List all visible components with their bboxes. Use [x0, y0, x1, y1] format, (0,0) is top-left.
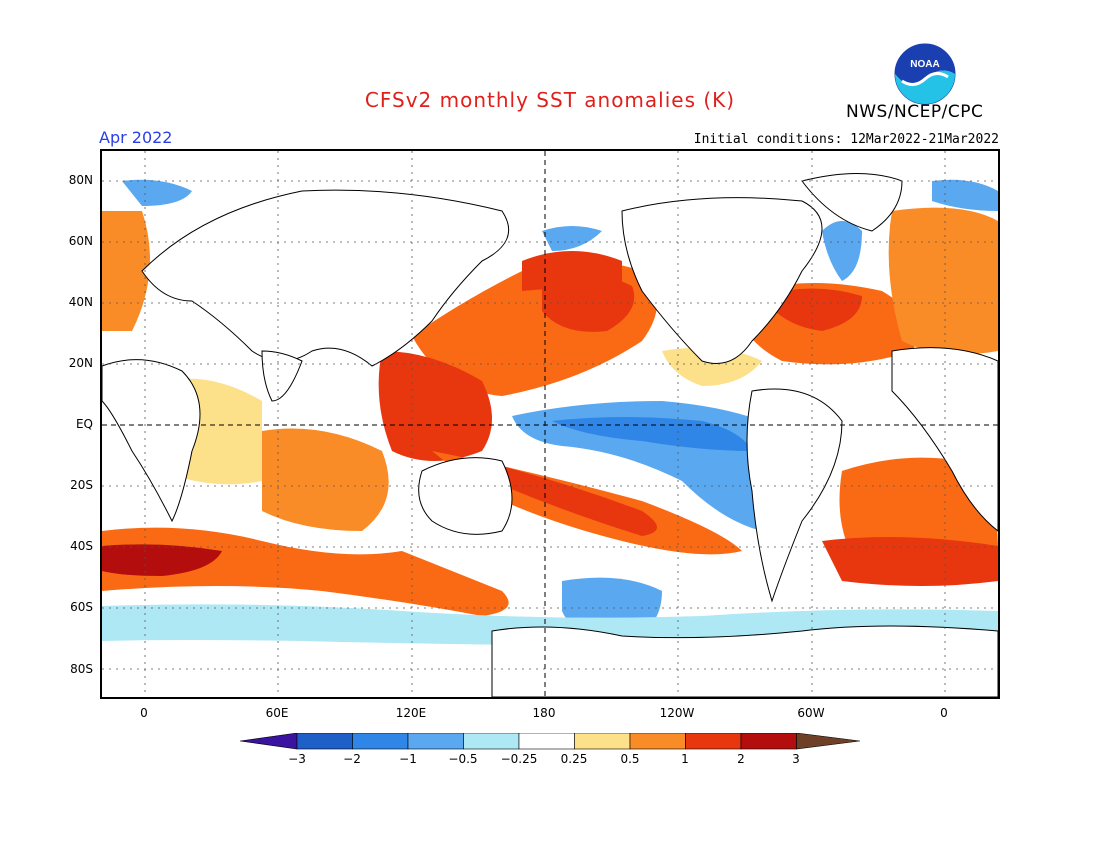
- warm-pool: [378, 351, 492, 461]
- sst-anomaly-map: [100, 149, 1000, 699]
- colorbar-segment-above: [796, 733, 861, 750]
- warm-so-core-west: [102, 544, 222, 576]
- africa-west: [102, 359, 201, 523]
- lat-label-60n: 60N: [68, 234, 93, 248]
- colorbar-segment: [296, 733, 353, 750]
- logo-text: NOAA: [910, 59, 939, 70]
- month-label: Apr 2022: [99, 128, 173, 147]
- cool-labrador: [822, 221, 862, 281]
- anomaly-layer: [102, 179, 998, 646]
- india: [261, 350, 303, 402]
- warm-satl-core: [822, 537, 998, 586]
- colorbar-segment: [518, 733, 575, 750]
- org-label: NWS/NCEP/CPC: [846, 102, 984, 122]
- lon-label-0-east: 0: [940, 706, 948, 720]
- warm-natl-core: [762, 288, 862, 331]
- lon-label-120e: 120E: [395, 706, 427, 720]
- lon-label-120w: 120W: [659, 706, 695, 720]
- lat-label-80s: 80S: [70, 662, 93, 676]
- colorbar-segment-below: [240, 733, 298, 750]
- colorbar-label: −0.25: [500, 752, 538, 766]
- lon-label-180: 180: [532, 706, 556, 720]
- lat-label-20n: 20N: [68, 356, 93, 370]
- lat-label-60s: 60S: [70, 600, 93, 614]
- cool-arctic-east: [932, 179, 998, 211]
- colorbar-segment: [685, 733, 742, 750]
- eurasia: [141, 189, 510, 367]
- initial-conditions: Initial conditions: 12Mar2022-21Mar2022: [693, 132, 999, 147]
- lat-label-40n: 40N: [68, 295, 93, 309]
- colorbar-segment: [574, 733, 631, 750]
- south-america: [746, 388, 843, 603]
- warm-neatl-west: [102, 211, 150, 331]
- colorbar-label: 1: [681, 752, 689, 766]
- cool-nepac: [542, 226, 602, 251]
- lat-label-80n: 80N: [68, 173, 93, 187]
- graticule: [102, 151, 998, 697]
- colorbar-label: 2: [737, 752, 745, 766]
- colorbar-label: 0.25: [560, 752, 588, 766]
- noaa-logo: NOAA: [894, 43, 956, 105]
- warm-indian: [262, 428, 389, 531]
- lon-label-60w: 60W: [797, 706, 825, 720]
- colorbar-label: 0.5: [620, 752, 640, 766]
- colorbar: [240, 733, 861, 750]
- chart-title: CFSv2 monthly SST anomalies (K): [364, 88, 736, 112]
- lat-label-20s: 20S: [70, 478, 93, 492]
- australia: [418, 457, 513, 535]
- landmass-layer: [102, 173, 998, 697]
- warm-spac-core: [482, 461, 657, 536]
- warm-nepac: [522, 251, 622, 291]
- colorbar-label: −2: [343, 752, 361, 766]
- colorbar-label: −0.5: [448, 752, 478, 766]
- greenland: [801, 173, 903, 232]
- warm-neatl: [888, 207, 998, 355]
- cool-arctic-west: [122, 179, 192, 206]
- lat-label-eq: EQ: [75, 417, 93, 431]
- colorbar-segment: [740, 733, 797, 750]
- colorbar-segment: [352, 733, 409, 750]
- colorbar-label: −3: [288, 752, 306, 766]
- lat-label-40s: 40S: [70, 539, 93, 553]
- antarctica: [491, 625, 998, 697]
- north-america: [621, 197, 823, 364]
- colorbar-label: 3: [792, 752, 800, 766]
- colorbar-segment: [463, 733, 520, 750]
- map-svg: [102, 151, 998, 697]
- colorbar-label: −1: [399, 752, 417, 766]
- colorbar-segment: [629, 733, 686, 750]
- lon-label-0-west: 0: [140, 706, 148, 720]
- colorbar-segment: [407, 733, 464, 750]
- lon-label-60e: 60E: [265, 706, 289, 720]
